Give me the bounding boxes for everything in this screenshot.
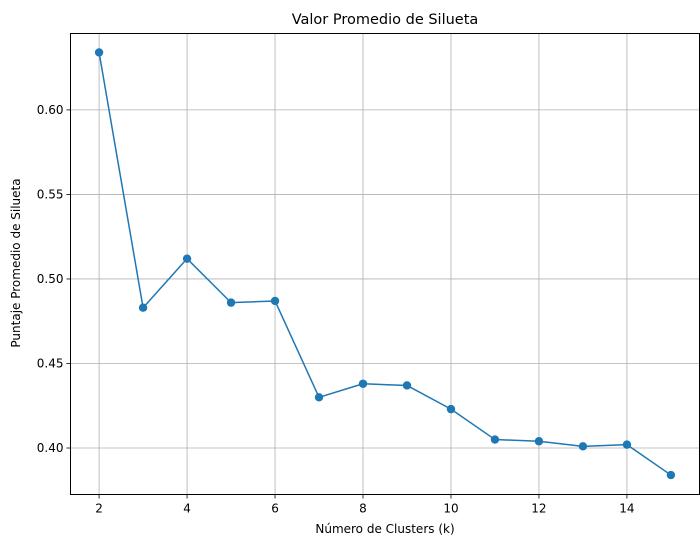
x-tick-label: 12	[531, 502, 546, 516]
data-point	[270, 296, 280, 306]
y-axis: 0.40 0.45 0.50 0.55 0.60	[37, 103, 71, 455]
data-point	[622, 440, 632, 449]
x-tick-label: 6	[271, 502, 279, 516]
data-point	[490, 435, 500, 444]
data-point	[358, 379, 368, 388]
x-axis-label: Número de Clusters (k)	[315, 522, 454, 536]
data-point	[138, 303, 148, 312]
y-axis-label: Puntaje Promedio de Silueta	[9, 178, 23, 347]
plot-frame	[70, 33, 700, 495]
x-tick-label: 4	[183, 502, 191, 516]
data-point	[226, 298, 236, 307]
data-point	[314, 393, 324, 402]
y-tick-label: 0.45	[37, 356, 64, 370]
series-layer	[94, 48, 676, 480]
data-point	[182, 254, 192, 263]
y-tick-label: 0.60	[37, 103, 64, 117]
y-tick-label: 0.50	[37, 272, 64, 286]
x-tick-label: 14	[619, 502, 634, 516]
data-point	[402, 381, 412, 390]
data-point	[666, 470, 676, 480]
chart-title: Valor Promedio de Silueta	[292, 12, 479, 28]
y-tick-label: 0.55	[37, 187, 64, 201]
data-point	[534, 437, 544, 446]
series-line	[98, 52, 672, 476]
y-tick-label: 0.40	[37, 441, 64, 455]
data-point	[94, 48, 104, 57]
x-axis: 2 4 6 8 10 12 14	[95, 494, 635, 516]
x-tick-label: 8	[359, 502, 367, 516]
data-point	[446, 404, 456, 414]
x-tick-label: 10	[443, 502, 458, 516]
data-point	[578, 442, 588, 451]
x-tick-label: 2	[95, 502, 103, 516]
grid	[70, 33, 700, 495]
